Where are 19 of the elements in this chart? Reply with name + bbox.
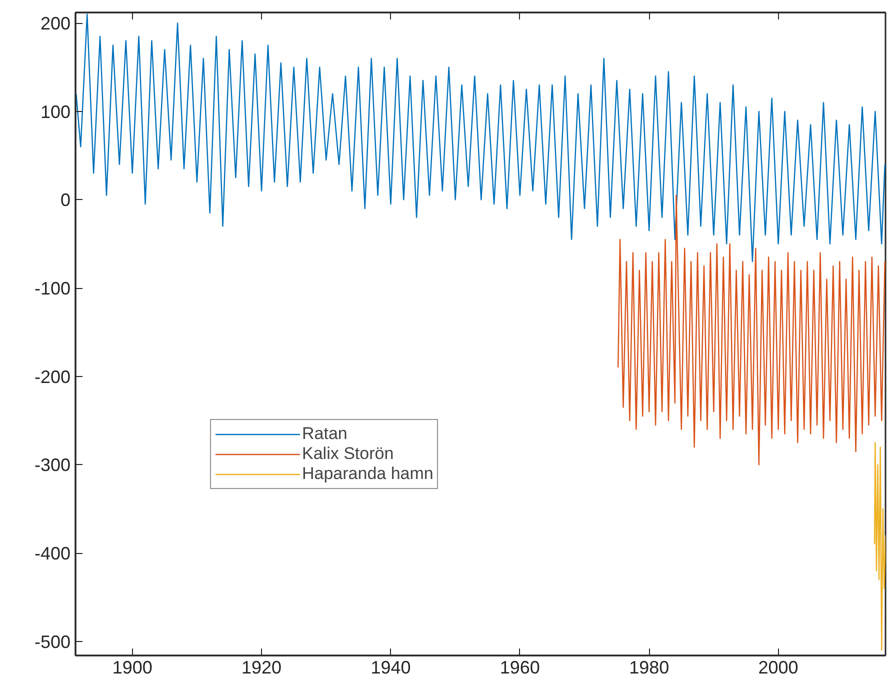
line-series	[874, 442, 886, 651]
y-tick-label: -100	[34, 278, 71, 299]
y-tick-label: -500	[34, 632, 71, 652]
line-series	[617, 194, 886, 466]
x-tick-label: 1900	[112, 658, 152, 678]
legend-label: Kalix Storön	[302, 444, 394, 464]
y-tick-label: 100	[40, 102, 71, 122]
legend-label: Haparanda hamn	[302, 464, 434, 484]
y-tick-label: -400	[34, 544, 71, 564]
y-tick-label: -200	[34, 366, 71, 387]
x-tick-label: 1940	[370, 658, 411, 678]
y-tick-label: 0	[60, 190, 71, 210]
y-tick-label: -300	[34, 455, 71, 476]
x-tick-label: 1960	[500, 658, 540, 678]
x-tick-label: 2000	[758, 658, 798, 678]
x-tick-label: 1920	[242, 658, 282, 678]
x-tick-label: 1980	[629, 658, 670, 678]
y-tick-label: 200	[40, 14, 71, 34]
legend-label: Ratan	[302, 424, 348, 444]
